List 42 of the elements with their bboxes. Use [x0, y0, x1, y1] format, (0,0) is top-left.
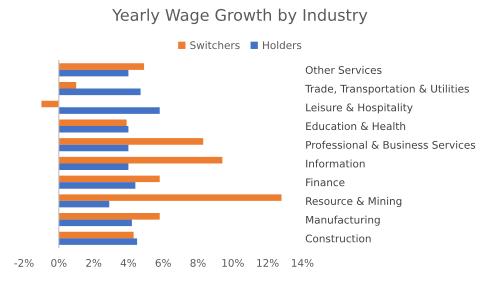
bar	[58, 107, 160, 114]
y-tick-label: Education & Health	[306, 122, 406, 130]
bar	[58, 176, 160, 182]
x-tick-label: 14%	[292, 258, 314, 267]
bar	[58, 144, 128, 152]
y-tick-label: Other Services	[306, 66, 382, 74]
legend-label: Switchers	[190, 41, 240, 50]
bar	[58, 63, 144, 70]
chart-title: Yearly Wage Growth by Industry	[112, 8, 368, 24]
bar	[58, 119, 127, 126]
legend-label: Holders	[263, 41, 302, 50]
x-tick-label: 8%	[190, 258, 206, 267]
bar	[58, 88, 141, 96]
y-tick-label: Information	[306, 159, 365, 168]
x-tick-label: 6%	[156, 258, 171, 267]
x-tick-label: 4%	[120, 258, 136, 267]
x-tick-label: 2%	[86, 258, 102, 267]
x-tick-label: 10%	[222, 258, 244, 267]
bar	[58, 238, 138, 245]
y-tick-label: Manufacturing	[306, 216, 380, 226]
x-tick-label: 12%	[257, 258, 279, 267]
bar	[41, 100, 59, 108]
bar	[58, 194, 282, 201]
bar	[58, 82, 76, 89]
y-tick-label: Trade, Transportation & Utilities	[305, 84, 469, 95]
bar	[58, 156, 222, 164]
bar	[58, 213, 160, 220]
bar	[58, 232, 134, 238]
bar	[58, 220, 132, 226]
y-tick-label: Finance	[306, 178, 344, 186]
bar	[58, 163, 128, 170]
bar	[58, 182, 136, 189]
y-tick-label: Leisure & Hospitality	[306, 103, 413, 114]
y-tick-label: Professional & Business Services	[306, 140, 476, 149]
x-tick-label: 0%	[51, 258, 66, 267]
bar	[58, 200, 110, 208]
bar	[58, 138, 204, 145]
bar	[58, 126, 128, 133]
y-tick-label: Construction	[306, 234, 371, 242]
x-tick-label: -2%	[14, 258, 34, 267]
bar	[58, 70, 128, 76]
y-tick-label: Resource & Mining	[306, 196, 402, 208]
